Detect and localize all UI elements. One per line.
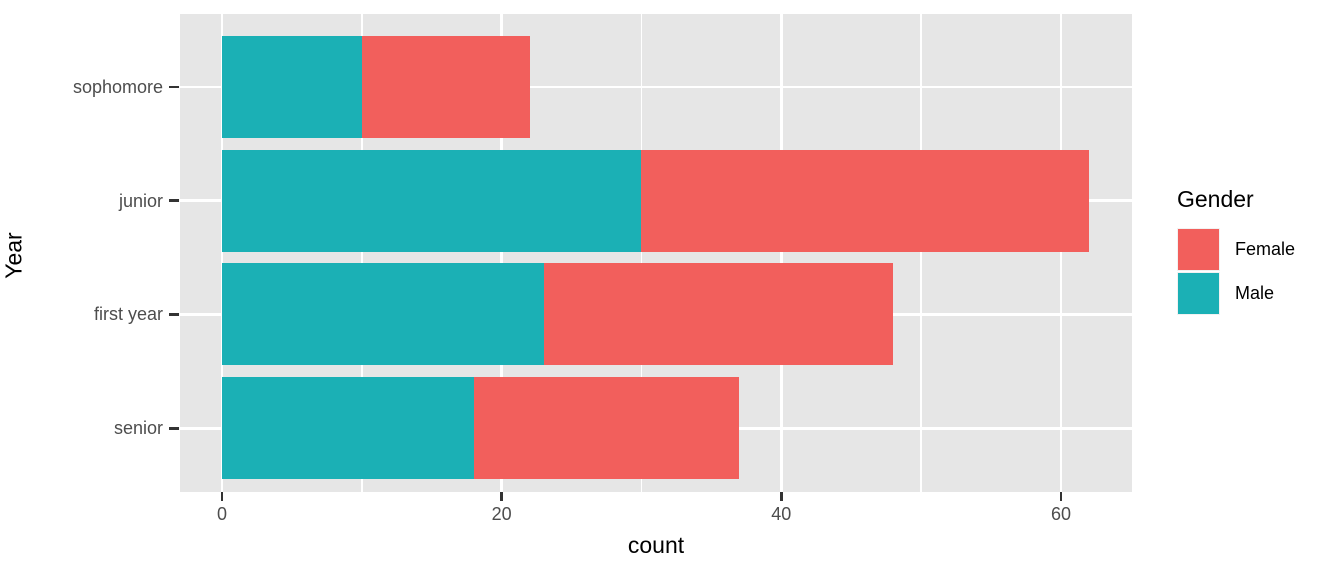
x-tick-mark	[780, 492, 783, 501]
y-tick-mark	[169, 313, 179, 316]
legend: Gender Female Male	[1177, 186, 1337, 315]
y-tick-label: sophomore	[72, 76, 163, 97]
x-tick-label: 20	[491, 504, 512, 524]
gridline-vertical-major	[220, 14, 224, 492]
x-tick-mark	[220, 492, 224, 501]
y-tick-mark	[169, 199, 179, 202]
legend-swatch-male	[1177, 271, 1220, 315]
y-tick-label: senior	[113, 418, 163, 439]
y-tick-label: first year	[93, 304, 163, 325]
gridline-vertical-major	[1059, 14, 1063, 492]
bar-segment-female	[473, 377, 740, 480]
gridline-vertical-minor	[361, 14, 363, 492]
gridline-vertical-minor	[640, 14, 643, 492]
legend-entries: Female Male	[1177, 227, 1337, 315]
y-axis-title: Year	[0, 232, 27, 279]
x-tick-label: 40	[771, 504, 792, 524]
legend-label: Male	[1235, 282, 1275, 303]
legend-swatch-female	[1177, 227, 1220, 271]
gridline-vertical-major	[500, 14, 503, 492]
bar-segment-male	[222, 263, 544, 366]
legend-entry-female: Female	[1177, 227, 1337, 271]
bar-segment-female	[361, 35, 530, 138]
x-tick-label: 0	[216, 504, 227, 524]
y-tick-mark	[169, 427, 179, 430]
bar-segment-male	[222, 149, 642, 252]
y-tick-mark	[169, 85, 179, 89]
plot-panel	[180, 14, 1132, 492]
legend-entry-male: Male	[1177, 271, 1337, 315]
gridline-horizontal-major	[180, 85, 1132, 89]
legend-label: Female	[1235, 238, 1296, 259]
x-tick-mark	[500, 492, 503, 501]
bar-segment-female	[641, 149, 1089, 252]
bar-segment-male	[222, 377, 474, 480]
legend-title: Gender	[1177, 186, 1254, 212]
x-tick-label: 60	[1050, 504, 1071, 524]
gridline-vertical-minor	[920, 14, 922, 492]
y-tick-label: junior	[118, 190, 163, 211]
bar-segment-male	[222, 35, 362, 138]
gridline-vertical-major	[780, 14, 783, 492]
x-tick-mark	[1059, 492, 1063, 501]
x-axis-title: count	[627, 532, 685, 558]
bar-segment-female	[543, 263, 894, 366]
